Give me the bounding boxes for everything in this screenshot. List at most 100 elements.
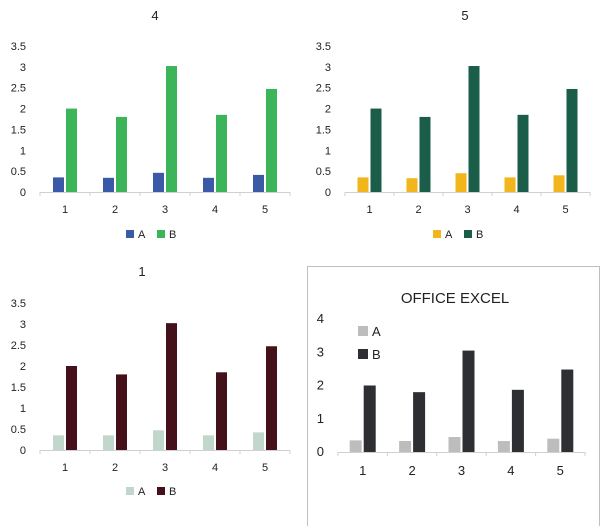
bar-a-3: [153, 172, 164, 192]
bar-b-1: [370, 108, 382, 192]
bar-b-4: [517, 114, 529, 192]
bar-a-4: [203, 435, 214, 450]
bar-b-4: [511, 389, 524, 452]
y-tick-label: 3: [325, 62, 331, 74]
x-tick-label: 4: [507, 463, 514, 478]
y-tick-label: 3.5: [316, 41, 331, 53]
y-tick-label: 1.5: [11, 124, 26, 136]
bar-a-2: [406, 178, 418, 192]
y-tick-label: 1: [20, 145, 26, 157]
bar-b-4: [216, 114, 227, 192]
x-tick-label: 5: [557, 463, 564, 478]
legend-label-a: A: [372, 324, 381, 339]
legend-swatch-a: [126, 487, 134, 495]
bar-a-4: [203, 177, 214, 192]
y-tick-label: 3.5: [11, 41, 26, 53]
y-tick-label: 1: [20, 403, 26, 415]
y-tick-label: 4: [317, 311, 324, 326]
legend-swatch-a: [433, 230, 441, 238]
legend-swatch-b: [157, 230, 165, 238]
bar-a-2: [399, 441, 412, 452]
y-tick-label: 1.5: [11, 382, 26, 394]
x-tick-label: 4: [513, 204, 519, 216]
y-tick-label: 0: [20, 187, 26, 199]
y-tick-label: 1: [317, 411, 324, 426]
legend-label-b: B: [372, 347, 381, 362]
bar-b-5: [266, 346, 277, 450]
x-tick-label: 1: [62, 462, 68, 474]
y-tick-label: 2: [317, 378, 324, 393]
y-tick-label: 0: [325, 187, 331, 199]
chart-title: 1: [138, 264, 145, 279]
y-tick-label: 0: [317, 444, 324, 459]
y-tick-label: 3.5: [11, 298, 26, 310]
bar-b-2: [116, 116, 127, 192]
legend-label-b: B: [169, 486, 176, 498]
bar-b-3: [166, 323, 177, 450]
bar-b-3: [166, 66, 177, 192]
bar-a-5: [547, 438, 560, 452]
y-tick-label: 0.5: [316, 166, 331, 178]
y-tick-label: 0: [20, 445, 26, 457]
bar-b-1: [66, 366, 77, 450]
bar-a-3: [153, 430, 164, 450]
x-tick-label: 1: [359, 463, 366, 478]
legend-label-b: B: [476, 229, 483, 241]
x-tick-label: 1: [62, 204, 68, 216]
bar-b-4: [216, 372, 227, 450]
bar-b-3: [468, 66, 480, 192]
y-tick-label: 2: [20, 104, 26, 116]
bar-b-3: [462, 350, 475, 452]
x-tick-label: 2: [408, 463, 415, 478]
x-tick-label: 5: [262, 204, 268, 216]
legend-label-a: A: [138, 486, 146, 498]
x-tick-label: 4: [212, 204, 218, 216]
y-tick-label: 2.5: [11, 340, 26, 352]
x-tick-label: 5: [562, 204, 568, 216]
legend-swatch-b: [464, 230, 472, 238]
bar-b-2: [419, 116, 431, 192]
bar-b-5: [561, 369, 574, 452]
x-tick-label: 2: [415, 204, 421, 216]
y-tick-label: 2: [325, 104, 331, 116]
y-tick-label: 2: [20, 361, 26, 373]
legend-swatch-b: [157, 487, 165, 495]
y-tick-label: 1: [325, 145, 331, 157]
bar-a-4: [504, 177, 516, 192]
chart-title: OFFICE EXCEL: [401, 290, 509, 307]
x-tick-label: 3: [464, 204, 470, 216]
bar-b-5: [566, 88, 578, 192]
x-tick-label: 2: [112, 204, 118, 216]
bar-a-5: [253, 174, 264, 192]
bar-b-5: [266, 88, 277, 192]
bar-a-4: [497, 441, 510, 452]
bar-b-2: [116, 374, 127, 450]
bar-a-1: [349, 440, 362, 452]
bar-a-5: [253, 432, 264, 450]
x-tick-label: 4: [212, 462, 218, 474]
x-tick-label: 5: [262, 462, 268, 474]
y-tick-label: 3: [20, 319, 26, 331]
bar-a-1: [53, 177, 64, 192]
y-tick-label: 1.5: [316, 124, 331, 136]
bar-b-2: [413, 392, 426, 452]
bar-a-5: [553, 175, 565, 192]
bar-b-1: [363, 385, 376, 452]
y-tick-label: 0.5: [11, 166, 26, 178]
legend-label-b: B: [169, 229, 176, 241]
x-tick-label: 3: [162, 204, 168, 216]
bar-a-2: [103, 177, 114, 192]
legend-label-a: A: [138, 229, 146, 241]
legend-swatch-a: [358, 326, 368, 336]
y-tick-label: 3: [20, 62, 26, 74]
y-tick-label: 2.5: [316, 83, 331, 95]
y-tick-label: 3: [317, 344, 324, 359]
y-tick-label: 2.5: [11, 83, 26, 95]
bar-a-2: [103, 435, 114, 450]
x-tick-label: 1: [366, 204, 372, 216]
legend-label-a: A: [445, 229, 453, 241]
bar-a-1: [357, 177, 369, 192]
legend-swatch-a: [126, 230, 134, 238]
bar-a-3: [448, 437, 461, 452]
